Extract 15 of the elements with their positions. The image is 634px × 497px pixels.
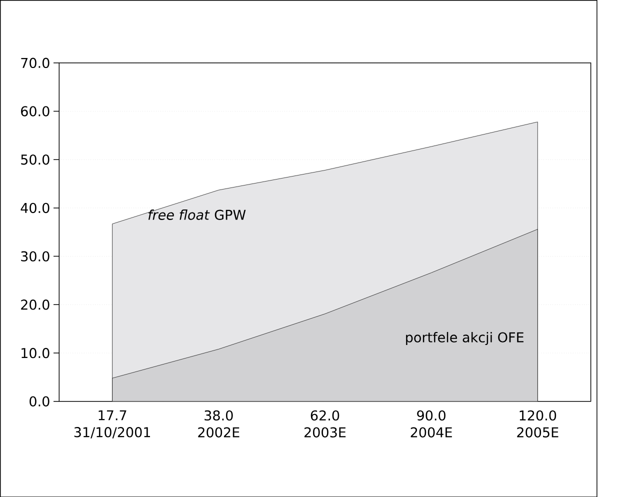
x-tick-label: 90.0 2004E [410,410,452,438]
y-tick-label: 40.0 [20,202,50,213]
y-tick-label: 50.0 [21,154,50,165]
x-tick-label: 62.0 2003E [304,410,346,438]
y-tick-label: 60.0 [21,106,50,116]
y-tick-label: 0.0 [30,396,50,406]
x-tick-label: 17.7 31/10/2001 [74,410,150,438]
series-label: portfele akcji OFE [406,332,524,345]
y-tick-label: 70.0 [21,58,50,68]
x-tick-label: 120.0 2005E [517,410,558,438]
y-tick-label: 20.0 [21,299,50,310]
x-tick-label: 38.0 2002E [198,410,240,438]
y-tick-label: 30.0 [21,251,50,262]
series-label: free float GPW [148,209,246,220]
y-tick-label: 10.0 [22,348,50,358]
